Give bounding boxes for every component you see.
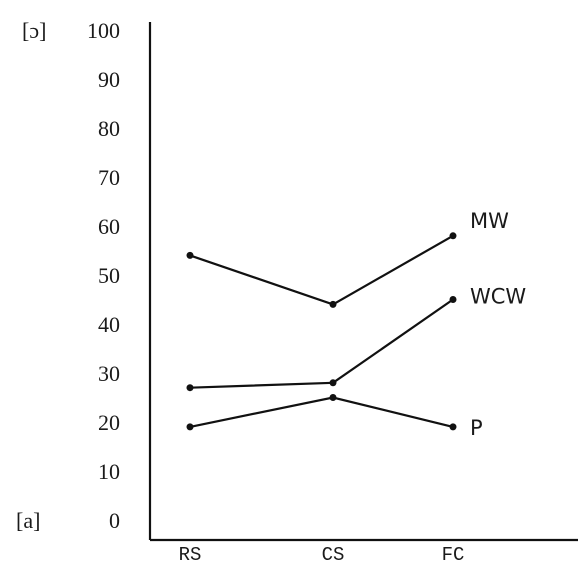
series-label-mw: MW	[470, 209, 509, 233]
data-point-p	[329, 394, 337, 401]
y-tick-labels: 0 10 20 30 40 50 60 70 80 90 100	[87, 18, 120, 533]
y-tick-label: 30	[98, 361, 120, 386]
y-tick-label: 60	[98, 214, 120, 239]
series-line-mw	[189, 234, 454, 306]
data-point-wcw	[186, 384, 194, 392]
series-line-p	[189, 396, 454, 428]
series-lines	[189, 234, 454, 428]
y-tick-label: 100	[87, 18, 120, 43]
y-tick-label: 90	[98, 67, 120, 92]
data-point-p	[449, 423, 457, 431]
series-label-p: P	[470, 416, 483, 440]
y-tick-label: 40	[98, 312, 120, 337]
x-tick-labels: RS CS FC	[179, 544, 465, 564]
y-tick-label: 10	[98, 459, 120, 484]
series-label-wcw: WCW	[470, 285, 526, 309]
y-tick-label: 0	[109, 508, 120, 533]
x-tick-label: CS	[322, 544, 345, 564]
data-points	[186, 232, 457, 431]
data-point-mw	[329, 300, 337, 308]
y-tick-label: 20	[98, 410, 120, 435]
data-point-wcw	[329, 379, 337, 387]
y-axis-top-label: [ɔ]	[22, 18, 46, 43]
y-tick-label: 50	[98, 263, 120, 288]
data-point-p	[186, 423, 194, 431]
y-axis-bottom-label: [a]	[16, 508, 40, 533]
data-point-mw	[186, 251, 194, 259]
y-tick-label: 70	[98, 165, 120, 190]
x-tick-label: FC	[442, 544, 465, 564]
x-tick-label: RS	[179, 544, 202, 564]
data-point-wcw	[449, 296, 457, 303]
series-labels: MW WCW P	[470, 209, 526, 440]
y-tick-label: 80	[98, 116, 120, 141]
series-line-wcw	[189, 298, 454, 389]
data-point-mw	[449, 232, 457, 240]
